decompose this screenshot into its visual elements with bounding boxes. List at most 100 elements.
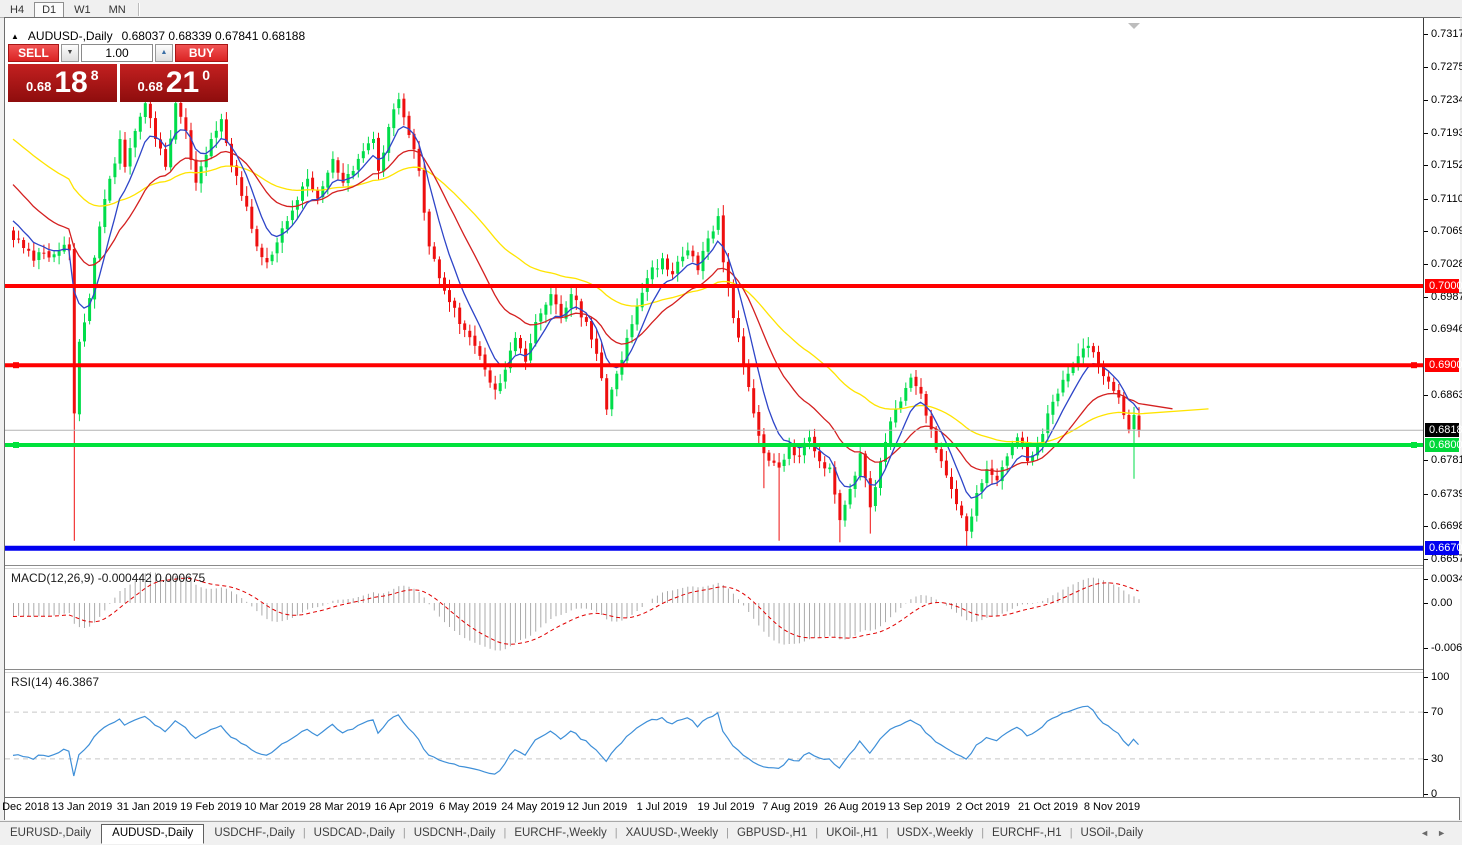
tick-mark <box>1424 794 1428 795</box>
volume-increase-button[interactable]: ▲ <box>155 44 173 62</box>
macd-signal-line <box>12 577 1139 645</box>
buy-button[interactable]: BUY <box>175 44 228 62</box>
tick-label: 0.00 <box>1431 597 1453 609</box>
date-axis-label: 16 Apr 2019 <box>374 801 434 813</box>
rsi-indicator-svg[interactable] <box>5 672 1423 796</box>
symbol-tab-eurusd-daily[interactable]: EURUSD-,Daily <box>10 827 92 839</box>
symbol-tab-gbpusd-h1[interactable]: GBPUSD-,H1 <box>736 827 808 839</box>
symbol-tab-ukoil-h1[interactable]: UKOil-,H1 <box>826 827 878 839</box>
hline-handle[interactable] <box>13 442 19 448</box>
sell-price-pip: 8 <box>90 67 99 83</box>
tick-mark <box>1424 677 1428 678</box>
hline-handle[interactable] <box>1411 442 1417 448</box>
rsi-axis-tick: 30 <box>1424 752 1443 766</box>
volume-decrease-button[interactable]: ▼ <box>61 44 79 62</box>
tick-mark <box>1424 165 1428 166</box>
timeframe-button-d1[interactable]: D1 <box>34 2 65 18</box>
timeframe-button-mn[interactable]: MN <box>108 4 126 16</box>
macd-label: MACD(12,26,9) -0.000442 0.000675 <box>11 571 206 585</box>
chart-window[interactable]: ▲ AUDUSD-,Daily 0.68037 0.68339 0.67841 … <box>0 17 1462 820</box>
hline-handle[interactable] <box>1411 362 1417 369</box>
symbol-tab-usdx-weekly[interactable]: USDX-,Weekly <box>896 827 974 839</box>
symbol-tab-usdcad-daily[interactable]: USDCAD-,Daily <box>313 827 395 839</box>
price-tag-0.66705: 0.66705 <box>1425 541 1462 555</box>
tab-separator: | <box>726 827 729 839</box>
symbol-tab-eurchf-h1[interactable]: EURCHF-,H1 <box>992 827 1062 839</box>
timeframe-button-w1[interactable]: W1 <box>74 4 91 16</box>
symbol-tab-usdcnh-daily[interactable]: USDCNH-,Daily <box>413 827 496 839</box>
tab-separator: | <box>503 827 507 839</box>
hline-handle[interactable] <box>13 362 19 369</box>
macd-panel-sizer[interactable] <box>5 565 1423 569</box>
timeframe-button-h4[interactable]: H4 <box>10 4 25 16</box>
tick-mark <box>1424 133 1428 134</box>
sell-price-panel[interactable]: 0.68 18 8 <box>8 64 117 102</box>
one-click-trade-widget: SELL ▼ ▲ BUY 0.68 18 8 0.68 21 0 <box>8 44 228 102</box>
tabs-scroll-right-icon[interactable]: ► <box>1437 828 1454 838</box>
buy-price-big: 21 <box>165 66 200 99</box>
symbol-tab-usdchf-daily[interactable]: USDCHF-,Daily <box>214 827 295 839</box>
tick-mark <box>1424 199 1428 200</box>
chart-shift-marker-icon[interactable] <box>1128 23 1140 29</box>
ma-50-line <box>12 138 1209 444</box>
buy-price-panel[interactable]: 0.68 21 0 <box>119 64 228 102</box>
chart-title: ▲ AUDUSD-,Daily 0.68037 0.68339 0.67841 … <box>11 29 305 43</box>
price-chart-svg[interactable] <box>5 18 1423 565</box>
date-axis-label: 28 Mar 2019 <box>309 801 371 813</box>
date-axis-label: 21 Oct 2019 <box>1018 801 1078 813</box>
macd-histogram <box>13 572 1140 651</box>
date-axis-label: 26 Aug 2019 <box>824 801 886 813</box>
tab-separator: | <box>981 827 985 839</box>
chart-ohlc-values: 0.68037 0.68339 0.67841 0.68188 <box>121 29 306 43</box>
tick-label: 0 <box>1431 788 1438 800</box>
macd-axis-tick: 0.00349 <box>1424 572 1462 586</box>
chart-symbol-label: AUDUSD-,Daily <box>27 29 113 43</box>
price-tag-0.68004: 0.68004 <box>1425 438 1462 452</box>
symbol-tab-audusd-daily[interactable]: AUDUSD-,Daily <box>101 824 205 844</box>
volume-input[interactable] <box>81 44 153 62</box>
date-axis-label: 13 Jan 2019 <box>51 801 113 813</box>
sell-price-big: 18 <box>54 66 88 99</box>
tab-separator: | <box>614 827 618 839</box>
sell-price-base: 0.68 <box>26 79 52 94</box>
rsi-panel-sizer[interactable] <box>5 669 1423 673</box>
rsi-label: RSI(14) 46.3867 <box>11 675 100 689</box>
date-axis-label: 8 Nov 2019 <box>1083 801 1141 813</box>
tick-mark <box>1424 526 1428 527</box>
collapse-triangle-icon[interactable]: ▲ <box>11 31 19 41</box>
date-axis-label: 7 Aug 2019 <box>762 801 818 813</box>
tick-mark <box>1424 297 1428 298</box>
price-tag-0.69006: 0.69006 <box>1425 358 1462 372</box>
tabs-scroll-left-icon[interactable]: ◄ <box>1420 828 1438 838</box>
symbol-tab-xauusd-weekly[interactable]: XAUUSD-,Weekly <box>625 827 719 839</box>
tab-separator: | <box>402 827 406 839</box>
macd-indicator-svg[interactable] <box>5 568 1423 668</box>
symbol-tab-eurchf-weekly[interactable]: EURCHF-,Weekly <box>514 827 607 839</box>
rsi-axis-tick: 100 <box>1424 670 1449 684</box>
sell-button[interactable]: SELL <box>8 44 59 62</box>
symbol-tab-usoil-daily[interactable]: USOil-,Daily <box>1080 827 1144 839</box>
tick-mark <box>1424 712 1428 713</box>
tick-mark <box>1424 395 1428 396</box>
